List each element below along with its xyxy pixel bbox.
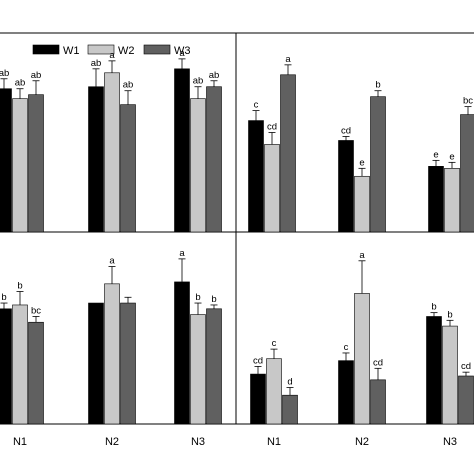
bottom-right-bar-w2-n2 — [354, 293, 370, 425]
top-right-sig-label-w2-n3: e — [449, 151, 454, 162]
top-left-sig-label-w3-n3: ab — [209, 70, 220, 81]
bottom-left-bar-w3-n3 — [206, 308, 222, 425]
bottom-left-x-tick-label-n1: N1 — [13, 436, 27, 448]
top-right-bar-w3-n3 — [460, 114, 474, 233]
bottom-right-bar-w1-n2 — [338, 360, 354, 425]
legend-swatch-w1 — [32, 44, 60, 55]
top-left-bar-w3-n3 — [206, 86, 222, 233]
bottom-left-sig-label-w2-n3: b — [195, 292, 200, 303]
bottom-left-bar-w3-n2 — [120, 302, 136, 425]
bottom-left-x-tick-label-n2: N2 — [105, 436, 119, 448]
top-right-bar-w2-n3 — [444, 168, 460, 233]
bottom-right-sig-label-w3-n3: cd — [461, 361, 471, 372]
top-right-bar-w3-n2 — [370, 96, 386, 233]
bottom-left-sig-label-w2-n2: a — [109, 256, 115, 267]
top-right-sig-label-w1-n3: e — [433, 149, 438, 160]
top-right-sig-label-w2-n1: cd — [267, 122, 277, 133]
bottom-left-bar-w1-n3 — [174, 281, 190, 425]
bottom-left-bar-w2-n3 — [190, 314, 206, 425]
bottom-right-sig-label-w2-n3: b — [447, 309, 452, 320]
top-left-bar-w1-n1 — [0, 88, 12, 233]
top-left-sig-label-w2-n2: a — [109, 50, 115, 61]
bottom-right-sig-label-w3-n1: d — [287, 377, 292, 388]
bottom-right-sig-label-w2-n1: c — [272, 338, 277, 349]
top-right-bar-w1-n2 — [338, 140, 354, 233]
bottom-right-bar-w3-n1 — [282, 394, 298, 425]
top-left-sig-label-w2-n1: ab — [15, 78, 26, 89]
bottom-left-sig-label-w3-n3: b — [211, 294, 216, 305]
bottom-left-bar-w1-n2 — [88, 302, 104, 425]
top-left-bar-w3-n2 — [120, 104, 136, 233]
top-left-bar-w2-n3 — [190, 98, 206, 233]
bottom-right-bar-w2-n1 — [266, 358, 282, 425]
bottom-left-sig-label-w2-n1: b — [17, 281, 22, 292]
bottom-left-bar-w3-n1 — [28, 321, 44, 425]
bottom-left-x-tick-label-n3: N3 — [191, 436, 205, 448]
legend-swatch-w3 — [143, 44, 171, 55]
top-right-bar-w2-n1 — [264, 144, 280, 233]
top-left-sig-label-w3-n2: ab — [123, 80, 134, 91]
bottom-right-x-tick-label-n1: N1 — [267, 436, 281, 448]
top-right-bar-w2-n2 — [354, 175, 370, 233]
top-right-bar-w1-n1 — [248, 120, 264, 233]
top-left-sig-label-w2-n3: ab — [193, 76, 204, 87]
legend-label-w2: W2 — [118, 45, 135, 57]
bottom-right-bar-w2-n3 — [442, 325, 458, 425]
bottom-right-sig-label-w1-n3: b — [431, 302, 436, 313]
top-right-sig-label-w3-n3: bc — [463, 96, 473, 107]
top-right-sig-label-w3-n2: b — [375, 80, 380, 91]
top-left-sig-label-w3-n1: ab — [31, 70, 42, 81]
top-right-bar-w1-n3 — [428, 166, 444, 233]
legend-label-w3: W3 — [174, 45, 191, 57]
top-left-sig-label-w1-n3: a — [179, 48, 185, 59]
bottom-right-x-tick-label-n2: N2 — [355, 436, 369, 448]
top-left-bar-w1-n2 — [88, 86, 104, 233]
top-left-bar-w3-n1 — [28, 94, 44, 233]
top-right-sig-label-w3-n1: a — [285, 54, 291, 65]
bottom-left-bar-w2-n1 — [12, 304, 28, 425]
bottom-right-bar-w3-n2 — [370, 379, 386, 425]
top-left-sig-label-w1-n2: ab — [91, 58, 102, 69]
bottom-left-sig-label-w1-n1: b — [1, 292, 6, 303]
bottom-right-sig-label-w1-n2: c — [344, 342, 349, 353]
legend: W1 W2 W3 — [32, 44, 191, 57]
top-right-sig-label-w1-n2: cd — [341, 125, 351, 136]
legend-swatch-w2 — [87, 44, 115, 55]
top-right-bar-w3-n1 — [280, 74, 296, 233]
top-left-bar-w2-n1 — [12, 98, 28, 233]
bottom-right-bar-w1-n3 — [426, 316, 442, 425]
top-right-sig-label-w1-n1: c — [254, 100, 259, 111]
bottom-left-sig-label-w1-n3: a — [179, 248, 185, 259]
top-right-sig-label-w2-n2: e — [359, 157, 364, 168]
bottom-right-bar-w1-n1 — [250, 373, 266, 425]
bottom-right-sig-label-w1-n1: cd — [253, 355, 263, 366]
bottom-right-sig-label-w3-n2: cd — [373, 357, 383, 368]
bottom-right-bar-w3-n3 — [458, 375, 474, 425]
bottom-right-x-tick-label-n3: N3 — [443, 436, 457, 448]
bottom-left-bar-w2-n2 — [104, 283, 120, 425]
legend-label-w1: W1 — [63, 45, 80, 57]
top-left-bar-w1-n3 — [174, 68, 190, 233]
top-left-bar-w2-n2 — [104, 72, 120, 233]
top-left-sig-label-w1-n1: ab — [0, 68, 9, 79]
bottom-left-bar-w1-n1 — [0, 308, 12, 425]
panel-frames — [0, 32, 474, 425]
bottom-right-sig-label-w2-n2: a — [359, 250, 365, 261]
bottom-left-sig-label-w3-n1: bc — [31, 305, 41, 316]
